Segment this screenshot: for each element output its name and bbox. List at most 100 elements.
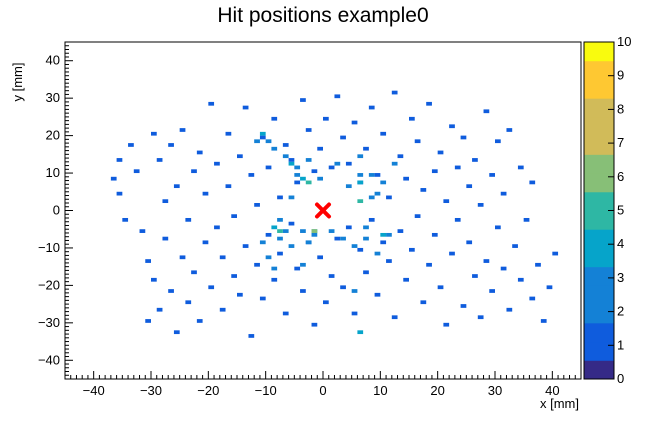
heatmap-bin: [546, 285, 553, 290]
heatmap-bin: [334, 236, 341, 241]
heatmap-bin: [323, 300, 329, 305]
heatmap-bin: [403, 176, 409, 181]
heatmap-bin: [472, 274, 478, 278]
heatmap-bin: [208, 101, 215, 106]
heatmap-bin: [477, 203, 484, 207]
heatmap-bin: [357, 173, 364, 177]
heatmap-bin: [357, 154, 364, 159]
heatmap-bin: [345, 225, 352, 230]
heatmap-bin: [162, 236, 169, 241]
heatmap-bin: [426, 101, 432, 106]
colorbar-tick-label: 2: [617, 304, 624, 319]
heatmap-bin: [483, 259, 490, 263]
heatmap-bin: [282, 311, 289, 316]
heatmap-bin: [196, 319, 203, 323]
heatmap-bin: [145, 319, 151, 323]
axes: −40 −30 −20 −10 0 10 20 30 40 −40 −30 −20 −10 0 10 20 30…: [38, 41, 582, 398]
heatmap-bin: [397, 154, 404, 159]
y-tick-label: −20: [38, 277, 60, 292]
heatmap-bin: [454, 165, 461, 170]
heatmap-bin: [300, 262, 306, 267]
heatmap-bin: [277, 229, 283, 233]
heatmap-bin: [173, 184, 180, 189]
heatmap-bin: [225, 131, 232, 136]
heatmap-bin: [288, 158, 295, 162]
colorbar-segment: [584, 304, 614, 324]
heatmap-bin: [317, 146, 323, 151]
heatmap-bin: [363, 225, 369, 230]
heatmap-bin: [351, 311, 358, 316]
heatmap-bin: [196, 150, 203, 155]
heatmap-bin: [156, 158, 163, 162]
heatmap-bin: [517, 277, 524, 282]
heatmap-bin: [380, 240, 387, 245]
colorbar-segment: [584, 266, 614, 286]
heatmap-bin: [265, 232, 272, 237]
colorbar-segment: [584, 360, 614, 380]
heatmap-bin: [483, 109, 490, 114]
colorbar-segment: [584, 285, 614, 305]
heatmap-bin: [431, 232, 438, 237]
heatmap-bin: [288, 161, 295, 166]
heatmap-bin: [116, 191, 123, 196]
heatmap-bin: [202, 240, 209, 245]
heatmap-bin: [265, 165, 272, 170]
heatmap-bin: [277, 195, 283, 200]
x-tick-label: −30: [140, 383, 162, 398]
heatmap-bin: [466, 184, 473, 189]
colorbar-tick-label: 4: [617, 236, 624, 251]
heatmap-bin: [535, 262, 541, 267]
colorbar-tick-label: 7: [617, 135, 624, 150]
colorbar: 0 1 2 3 4 5 6 7 8 9 10: [583, 34, 631, 386]
heatmap-bin: [162, 199, 169, 204]
heatmap-bin: [237, 292, 243, 297]
heatmap-bin: [368, 105, 375, 110]
heatmap-bin: [254, 203, 260, 207]
heatmap-bin: [477, 315, 484, 320]
heatmap-bin: [185, 300, 192, 305]
heatmap-bin: [208, 285, 215, 290]
heatmap-bin: [460, 135, 467, 140]
x-tick-label: −40: [83, 383, 105, 398]
heatmap-bin: [363, 236, 369, 241]
heatmap-bin: [173, 330, 180, 335]
heatmap-bin: [328, 229, 335, 233]
heatmap-bin: [271, 146, 278, 151]
x-tick-label: 30: [488, 383, 502, 398]
heatmap-bin: [391, 90, 398, 95]
heatmap-bin: [340, 285, 346, 290]
heatmap-bin: [363, 146, 369, 151]
heatmap-bin: [254, 139, 260, 144]
heatmap-bin: [288, 221, 295, 226]
y-tick-label: 40: [46, 53, 60, 68]
heatmap-bin: [110, 176, 117, 181]
heatmap-bin: [345, 161, 352, 166]
colorbar-tick-label: 9: [617, 68, 624, 83]
x-tick-label: 40: [545, 383, 559, 398]
heatmap-bin: [311, 232, 318, 237]
heatmap-bin: [420, 300, 427, 305]
heatmap-bin: [231, 214, 237, 218]
heatmap-bin: [277, 217, 283, 222]
colorbar-segment: [584, 116, 614, 137]
marker-stroke: [315, 202, 331, 219]
chart-title: Hit positions example0: [217, 4, 428, 27]
heatmap-bin: [254, 262, 260, 267]
heatmap-bin: [214, 225, 220, 230]
heatmap-bin: [139, 229, 146, 233]
colorbar-segment: [584, 210, 614, 230]
heatmap-bin: [288, 244, 295, 248]
x-tick-label: 0: [319, 383, 326, 398]
heatmap-bin: [351, 289, 358, 293]
x-tick-label: −10: [255, 383, 277, 398]
colorbar-tick-label: 6: [617, 169, 624, 184]
heatmap-bin: [259, 131, 266, 136]
heatmap-bin: [271, 266, 278, 271]
heatmap-bin: [334, 161, 341, 166]
heatmap-bin: [386, 232, 392, 237]
heatmap-bin: [391, 315, 398, 320]
heatmap-bin: [523, 217, 530, 222]
heatmap-bin: [122, 217, 129, 222]
heatmap-bin: [443, 199, 450, 204]
